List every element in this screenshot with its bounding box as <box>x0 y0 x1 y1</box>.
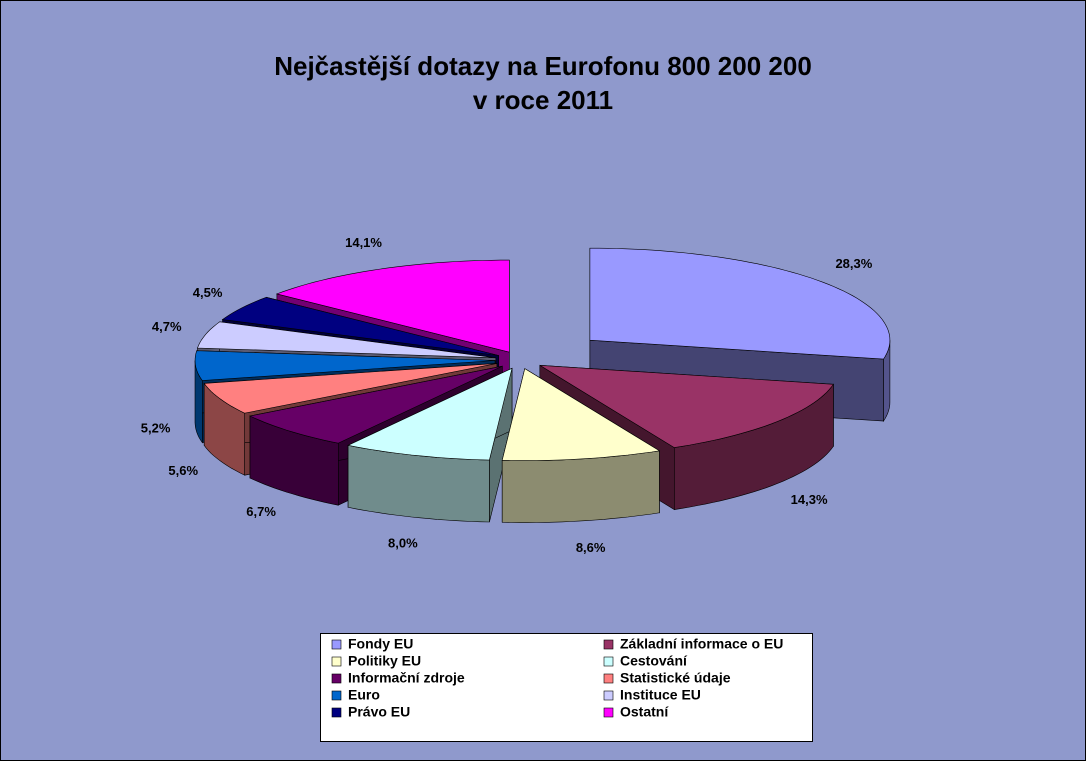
legend-swatch <box>603 673 614 684</box>
data-label: 14,3% <box>791 492 828 507</box>
legend-label: Základní informace o EU <box>620 636 783 652</box>
legend-label: Euro <box>348 687 380 703</box>
legend-box <box>320 633 813 742</box>
legend-swatch <box>331 707 342 718</box>
data-label: 4,7% <box>152 319 182 334</box>
slice <box>539 365 834 448</box>
slice-edge <box>501 450 660 523</box>
legend-swatch <box>603 690 614 701</box>
slice <box>347 367 513 461</box>
data-label: 5,6% <box>168 463 198 478</box>
legend-label: Instituce EU <box>620 687 701 703</box>
legend-label: Informační zdroje <box>348 670 465 686</box>
data-label: 8,0% <box>388 535 418 550</box>
legend-swatch <box>603 656 614 667</box>
slice <box>501 368 661 461</box>
legend-swatch <box>331 690 342 701</box>
data-label: 6,7% <box>246 504 276 519</box>
legend-swatch <box>603 639 614 650</box>
slice <box>589 247 891 360</box>
chart-title: v roce 2011 <box>473 85 613 115</box>
data-label: 14,1% <box>345 235 382 250</box>
legend-label: Politiky EU <box>348 653 421 669</box>
legend-swatch <box>331 673 342 684</box>
slice <box>197 321 496 359</box>
legend-label: Statistické údaje <box>620 670 731 686</box>
legend-label: Právo EU <box>348 704 410 720</box>
slice <box>194 350 496 381</box>
slice <box>275 259 510 353</box>
slice <box>203 363 497 414</box>
data-label: 28,3% <box>835 256 872 271</box>
legend-swatch <box>603 707 614 718</box>
data-label: 5,2% <box>141 421 171 436</box>
legend-label: Cestování <box>620 653 688 669</box>
data-label: 4,5% <box>193 285 223 300</box>
data-label: 8,6% <box>576 540 606 555</box>
legend-label: Ostatní <box>620 704 669 720</box>
legend-swatch <box>331 656 342 667</box>
slice <box>221 296 499 356</box>
chart-title: Nejčastější dotazy na Eurofonu 800 200 2… <box>274 51 812 81</box>
legend-swatch <box>331 639 342 650</box>
legend-label: Fondy EU <box>348 636 413 652</box>
slice <box>249 365 503 444</box>
